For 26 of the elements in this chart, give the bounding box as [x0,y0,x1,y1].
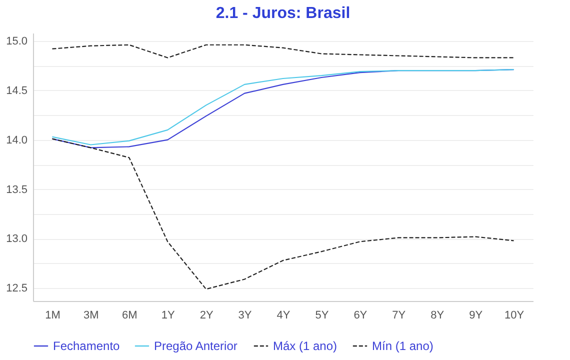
x-tick-label: 9Y [469,310,484,322]
x-tick-label: 2Y [200,310,214,322]
x-tick-label: 4Y [276,310,291,322]
line-series [52,138,514,290]
x-tick-label: 6Y [354,310,368,322]
line-series [52,44,514,58]
x-tick-label: 1M [45,310,60,322]
x-tick-label: 3M [84,310,99,322]
legend-label: Pregão Anterior [154,339,238,353]
x-tick-label: 1Y [161,310,176,322]
y-tick-label: 15.0 [6,35,28,48]
y-tick-label: 14.0 [6,134,28,146]
x-tick-label: 7Y [392,310,406,322]
legend-label: Fechamento [53,339,120,353]
y-tick-label: 12.5 [6,282,28,295]
y-tick-label: 14.5 [6,84,28,97]
y-tick-label: 13.5 [6,184,28,196]
x-tick-label: 5Y [315,310,330,322]
legend-label: Mín (1 ano) [372,339,434,353]
legend-label: Máx (1 ano) [273,339,338,353]
x-tick-label: 10Y [504,310,525,322]
x-tick-label: 3Y [238,310,252,322]
y-tick-label: 13.0 [6,233,28,246]
x-tick-label: 8Y [430,310,445,322]
chart-title: 2.1 - Juros: Brasil [216,5,350,22]
x-tick-label: 6M [122,310,138,322]
